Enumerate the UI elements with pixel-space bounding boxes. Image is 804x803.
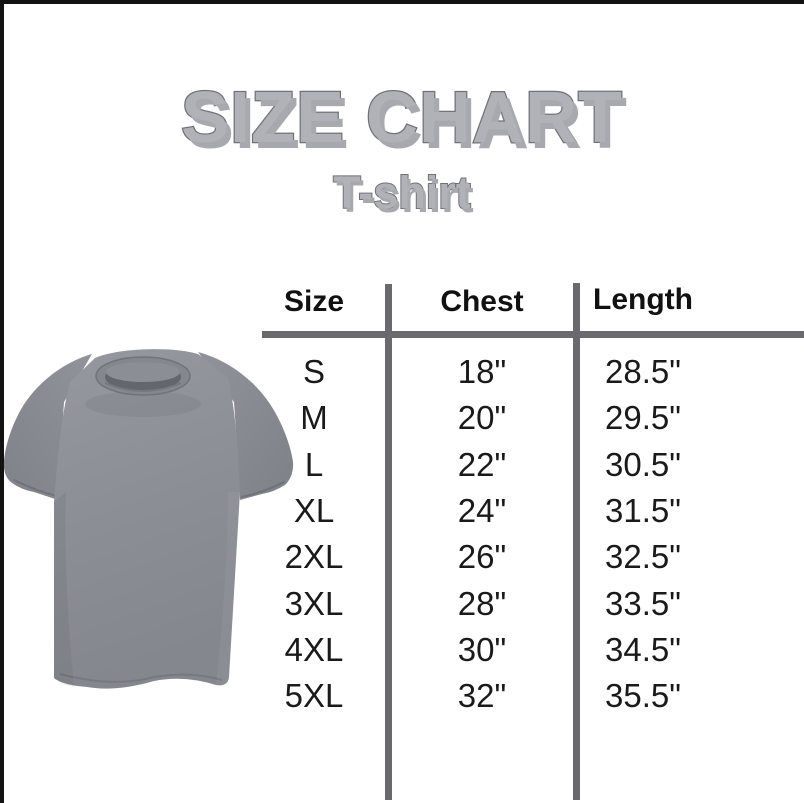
table-row: L 22" 30.5" (0, 442, 804, 488)
table-row: 5XL 32" 35.5" (0, 673, 804, 719)
column-header-length: Length (593, 283, 693, 316)
length-cell: 31.5" (605, 492, 681, 529)
size-cell: L (304, 446, 324, 483)
chest-cell: 18" (457, 353, 507, 390)
chest-cell: 32" (457, 677, 507, 714)
length-cell: 34.5" (605, 631, 681, 668)
length-cell: 32.5" (605, 538, 681, 575)
chest-cell: 20" (457, 399, 507, 436)
table-row: S 18" 28.5" (0, 349, 804, 395)
length-cell: 30.5" (605, 446, 681, 483)
left-border (0, 0, 4, 803)
chest-cell: 24" (457, 492, 507, 529)
top-border (0, 0, 804, 4)
column-divider-1 (385, 284, 392, 800)
size-cell: 5XL (284, 677, 344, 714)
size-cell: S (302, 353, 325, 390)
tshirt-image (3, 349, 294, 689)
chest-cell: 30" (457, 631, 507, 668)
chest-cell: 22" (457, 446, 507, 483)
length-cell: 28.5" (605, 353, 681, 390)
size-cell: 3XL (284, 585, 344, 622)
size-cell: M (300, 399, 328, 436)
table-row: XL 24" 31.5" (0, 488, 804, 534)
column-header-chest: Chest (440, 285, 524, 318)
page-title: SIZE CHART (180, 78, 624, 158)
table-row: 3XL 28" 33.5" (0, 581, 804, 627)
size-cell: XL (293, 492, 335, 529)
size-cell: 2XL (284, 538, 344, 575)
column-header-size: Size (283, 285, 345, 318)
column-divider-2 (573, 283, 580, 800)
chest-cell: 26" (457, 538, 507, 575)
chest-cell: 28" (457, 585, 507, 622)
table-row: 2XL 26" 32.5" (0, 534, 804, 580)
size-cell: 4XL (284, 631, 344, 668)
length-cell: 35.5" (605, 677, 681, 714)
page-subtitle: T-shirt (332, 167, 472, 218)
length-cell: 29.5" (605, 399, 681, 436)
length-cell: 33.5" (605, 585, 681, 622)
header-underline (262, 331, 804, 338)
table-row: 4XL 30" 34.5" (0, 627, 804, 673)
table-row: M 20" 29.5" (0, 395, 804, 441)
